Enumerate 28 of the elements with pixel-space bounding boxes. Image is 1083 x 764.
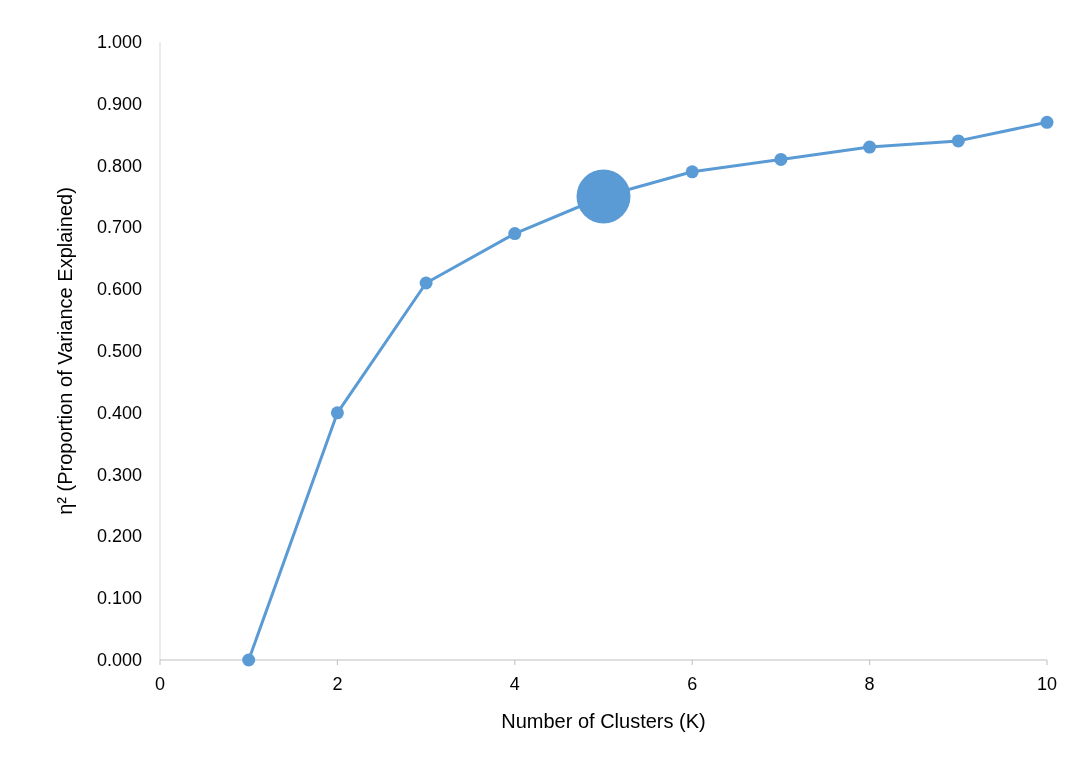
y-tick-label: 0.400	[96, 402, 142, 423]
point	[774, 152, 788, 166]
y-tick-label: 1.000	[96, 32, 142, 52]
y-tick-label: 0.300	[96, 464, 142, 485]
x-tick-label: 0	[154, 674, 166, 694]
x-tick-label: 8	[864, 674, 875, 694]
y-tick-label: 0.800	[96, 155, 142, 176]
point	[242, 653, 256, 667]
point	[685, 165, 699, 179]
x-axis-title: Number of Clusters (K)	[501, 710, 706, 732]
point	[863, 140, 877, 154]
x-tick-label: 4	[509, 674, 520, 694]
y-tick-label: 0.200	[96, 526, 142, 547]
y-tick-label: 0.900	[96, 93, 142, 114]
y-tick-label: 0.000	[96, 650, 142, 670]
point	[508, 227, 522, 241]
point	[330, 406, 344, 420]
y-tick-label: 0.600	[96, 279, 142, 300]
y-axis-title: η² (Proportion of Variance Explained)	[54, 187, 76, 515]
x-tick-label: 6	[687, 674, 698, 694]
y-tick-label: 0.700	[96, 217, 142, 238]
y-tick-label: 0.500	[96, 341, 142, 361]
point	[951, 134, 965, 148]
x-tick-label: 10	[1036, 674, 1058, 694]
x-tick-label: 2	[332, 674, 343, 694]
point	[419, 276, 433, 290]
y-tick-label: 0.100	[96, 588, 142, 609]
point	[1040, 115, 1054, 129]
